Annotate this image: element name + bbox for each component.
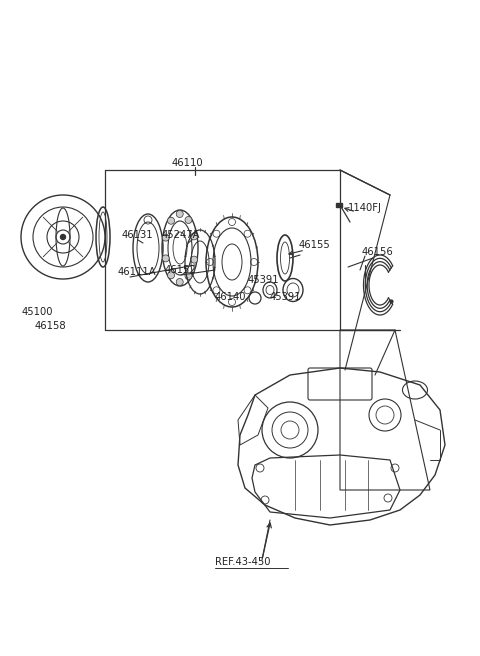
Circle shape [191,233,198,240]
Circle shape [185,272,192,279]
Circle shape [168,217,175,224]
Text: 46140: 46140 [215,292,247,302]
Circle shape [176,279,183,285]
Circle shape [60,234,65,239]
Text: 46110: 46110 [172,158,204,168]
Text: 46158: 46158 [35,321,67,331]
Text: 46131: 46131 [122,230,154,240]
Circle shape [168,272,175,279]
Text: 45391: 45391 [270,292,301,302]
Text: 45247A: 45247A [162,230,201,240]
Text: 46152: 46152 [165,265,197,275]
Text: 46155: 46155 [299,240,331,250]
Circle shape [162,255,169,262]
Bar [336,203,342,207]
Text: 1140FJ: 1140FJ [348,203,382,213]
Circle shape [185,216,192,224]
Text: 46111A: 46111A [118,267,156,277]
Circle shape [176,211,183,218]
Text: 45100: 45100 [22,307,53,317]
Circle shape [162,234,169,241]
Text: REF.43-450: REF.43-450 [215,557,271,567]
Text: 46156: 46156 [362,247,394,257]
Circle shape [191,256,198,263]
Text: 45391: 45391 [248,275,280,285]
